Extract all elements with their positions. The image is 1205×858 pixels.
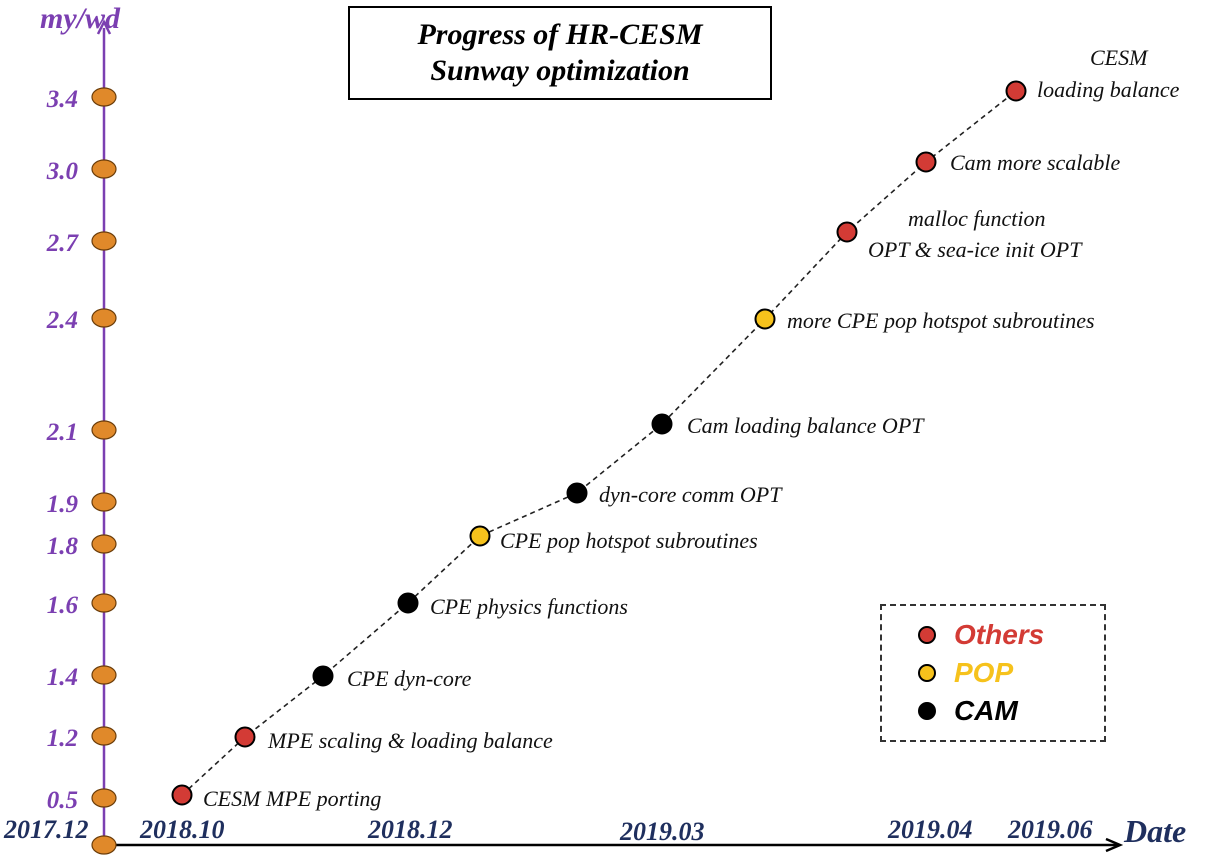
chart-title-line-2: Sunway optimization xyxy=(430,54,690,87)
data-point xyxy=(1005,80,1027,102)
legend-marker-pop xyxy=(918,664,936,682)
data-label: MPE scaling & loading balance xyxy=(267,728,553,753)
data-label: OPT & sea-ice init OPT xyxy=(868,237,1083,262)
legend-label-others: Others xyxy=(954,619,1045,650)
progress-line xyxy=(181,90,1017,796)
y-tick-marker xyxy=(91,308,117,328)
x-tick-group: 2017.12 2018.10 2018.12 2019.03 2019.04 2019.… xyxy=(3,815,1093,846)
y-tick-marker xyxy=(91,231,117,251)
y-tick-marker xyxy=(91,420,117,440)
y-tick-label: 1.2 xyxy=(47,725,78,752)
legend-item-cam: CAM xyxy=(918,694,1018,728)
x-axis-arrow xyxy=(1105,837,1124,853)
y-tick-label: 2.7 xyxy=(46,230,80,257)
y-tick-label: 1.6 xyxy=(47,592,79,619)
legend-marker-others xyxy=(918,626,936,644)
y-axis-label: my/wd xyxy=(40,2,121,35)
y-tick-label: 3.0 xyxy=(46,158,79,185)
y-tick-marker xyxy=(91,87,117,107)
y-tick-label: 1.9 xyxy=(47,491,79,518)
y-tick-marker xyxy=(91,534,117,554)
legend-item-others: Others xyxy=(918,618,1044,652)
data-label: Cam loading balance OPT xyxy=(687,413,925,438)
y-tick-label: 0.5 xyxy=(47,787,78,814)
x-tick-label: 2018.10 xyxy=(139,815,225,844)
data-point xyxy=(312,665,334,687)
data-point xyxy=(171,784,193,806)
data-label: malloc function xyxy=(908,206,1045,231)
x-tick-label: 2019.06 xyxy=(1007,815,1093,844)
data-point xyxy=(836,221,858,243)
data-label: CPE pop hotspot subroutines xyxy=(500,528,758,553)
y-tick-marker xyxy=(91,159,117,179)
x-tick-label: 2018.12 xyxy=(367,815,453,844)
data-point xyxy=(566,482,588,504)
y-tick-group: 0.5 1.2 1.4 1.6 1.8 1.9 2.1 2.4 2.7 3.0 3.4 xyxy=(46,86,117,855)
data-label: CPE dyn-core xyxy=(347,666,472,691)
y-tick-marker xyxy=(91,593,117,613)
data-label: CPE physics functions xyxy=(430,594,628,619)
y-tick-label: 1.4 xyxy=(47,664,78,691)
legend-item-pop: POP xyxy=(918,656,1013,690)
x-tick-label: 2019.04 xyxy=(887,815,973,844)
y-tick-label: 3.4 xyxy=(46,86,78,113)
legend: Others POP CAM xyxy=(880,604,1106,742)
series-group: CESM MPE porting MPE scaling & loading ba… xyxy=(171,45,1180,811)
data-label: Cam more scalable xyxy=(950,150,1121,175)
legend-label-cam: CAM xyxy=(954,695,1018,726)
y-tick-label: 2.1 xyxy=(46,419,78,446)
x-tick-label: 2019.03 xyxy=(619,817,705,846)
data-point xyxy=(397,592,419,614)
origin-marker xyxy=(91,835,117,855)
x-tick-label: 2017.12 xyxy=(3,815,89,844)
y-tick-marker xyxy=(91,492,117,512)
chart-title-line-1: Progress of HR-CESM xyxy=(417,18,703,51)
y-axis-arrow xyxy=(96,19,112,35)
chart-title-box: Progress of HR-CESM Sunway optimization xyxy=(348,6,772,100)
data-point xyxy=(651,413,673,435)
data-point xyxy=(915,151,937,173)
data-label: CESM xyxy=(1090,45,1149,70)
y-tick-marker xyxy=(91,665,117,685)
legend-label-pop: POP xyxy=(954,657,1014,688)
data-point xyxy=(234,726,256,748)
y-tick-label: 2.4 xyxy=(46,307,78,334)
x-axis-label: Date xyxy=(1123,813,1186,849)
data-point xyxy=(754,308,776,330)
legend-marker-cam xyxy=(918,702,936,720)
data-label: CESM MPE porting xyxy=(203,786,381,811)
y-tick-marker xyxy=(91,788,117,808)
data-point xyxy=(469,525,491,547)
data-label: loading balance xyxy=(1037,77,1180,102)
data-label: more CPE pop hotspot subroutines xyxy=(787,308,1095,333)
data-label: dyn-core comm OPT xyxy=(599,482,783,507)
y-tick-marker xyxy=(91,726,117,746)
y-tick-label: 1.8 xyxy=(47,533,79,560)
